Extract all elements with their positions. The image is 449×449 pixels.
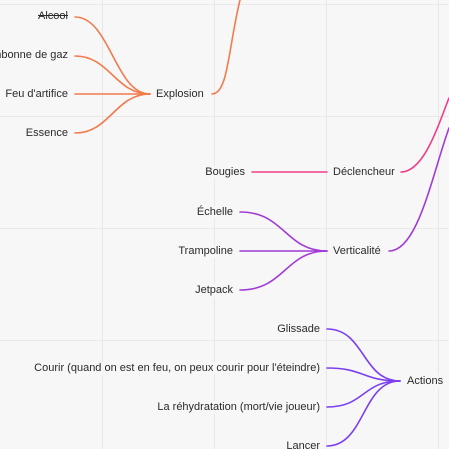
connector-explosion-parent (211, 0, 241, 95)
node-explosion[interactable]: Explosion (155, 88, 205, 101)
node-feu-d-artifice[interactable]: Feu d'artifice (4, 88, 69, 101)
connector-lancer (326, 380, 401, 447)
node-bougies[interactable]: Bougies (204, 166, 246, 179)
connector-jetpack (239, 250, 328, 291)
node-rehydratation[interactable]: La réhydratation (mort/vie joueur) (156, 401, 321, 414)
node-verticalite[interactable]: Verticalité (332, 245, 382, 258)
connector-verticalite-parent (388, 127, 449, 252)
node-trampoline[interactable]: Trampoline (177, 245, 234, 258)
connector-bonbonne (74, 55, 151, 95)
node-lancer[interactable]: Lancer (285, 440, 321, 449)
node-actions[interactable]: Actions (406, 375, 445, 388)
connector-declencheur-parent (400, 97, 449, 173)
connector-echelle (239, 211, 328, 252)
node-bonbonne-de-gaz[interactable]: Bonbonne de gaz (0, 49, 69, 62)
connector-rehydratation (326, 380, 401, 408)
node-glissade[interactable]: Glissade (276, 323, 321, 336)
connector-essence (74, 93, 151, 134)
node-jetpack[interactable]: Jetpack (194, 284, 234, 297)
node-alcool[interactable]: Alcool (37, 10, 69, 23)
connector-alcool (74, 16, 151, 95)
connector-glissade (326, 328, 401, 382)
node-essence[interactable]: Essence (24, 127, 69, 140)
connector-courir (326, 367, 401, 382)
node-declencheur[interactable]: Déclencheur (332, 166, 396, 179)
node-courir[interactable]: Courir (quand on est en feu, on peux cou… (33, 362, 321, 375)
node-echelle[interactable]: Échelle (195, 206, 234, 219)
